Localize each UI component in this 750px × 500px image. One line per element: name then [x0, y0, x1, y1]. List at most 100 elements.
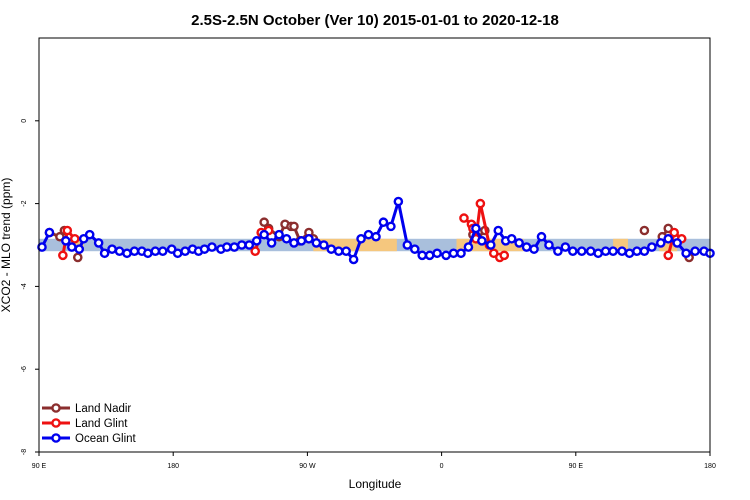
data-point: [499, 250, 510, 261]
data-point: [681, 248, 691, 259]
data-point: [448, 248, 459, 259]
y-tick-label: 0: [21, 119, 28, 123]
y-tick-label: -6: [21, 366, 28, 372]
data-point: [371, 231, 381, 242]
data-point: [477, 236, 487, 246]
data-point: [72, 252, 83, 263]
data-point: [114, 246, 125, 257]
data-point: [402, 240, 413, 250]
data-point: [393, 196, 404, 207]
data-point: [608, 246, 618, 257]
data-point: [486, 240, 496, 250]
data-point: [236, 240, 247, 250]
legend-marker: [51, 418, 61, 428]
data-point: [647, 242, 657, 252]
data-point: [58, 250, 68, 261]
data-point: [304, 233, 314, 244]
data-point: [632, 246, 642, 257]
x-tick-label: 180: [704, 463, 716, 470]
legend-label: Ocean Glint: [75, 433, 137, 445]
data-point: [281, 233, 292, 244]
data-point: [493, 225, 504, 236]
series-layer: [37, 196, 715, 265]
data-point: [409, 244, 420, 254]
legend-marker: [51, 403, 61, 413]
data-point: [506, 233, 517, 244]
data-point: [639, 225, 650, 236]
data-point: [639, 246, 650, 257]
legend-item: Land Nadir: [42, 403, 131, 415]
data-point: [44, 227, 55, 238]
data-point: [74, 244, 85, 254]
data-point: [475, 198, 486, 209]
data-point: [93, 238, 104, 248]
data-point: [150, 246, 161, 257]
data-point: [319, 240, 329, 250]
data-point: [521, 242, 532, 252]
y-tick-label: -2: [21, 200, 28, 206]
data-point: [663, 233, 674, 244]
x-axis-label: Longitude: [349, 477, 402, 491]
data-point: [536, 231, 547, 242]
x-tick-label: 90 W: [299, 463, 316, 470]
data-point: [229, 242, 240, 252]
data-point: [289, 221, 299, 232]
data-point: [143, 248, 153, 259]
x-tick-label: 90 E: [569, 463, 584, 470]
data-point: [471, 223, 481, 234]
data-point: [259, 229, 269, 240]
data-point: [432, 248, 442, 259]
data-point: [222, 242, 232, 252]
data-point: [250, 246, 261, 257]
data-point: [514, 238, 524, 248]
legend-label: Land Nadir: [75, 403, 131, 415]
data-point: [655, 238, 666, 248]
data-point: [529, 244, 539, 254]
data-point: [348, 254, 359, 265]
data-point: [341, 246, 351, 257]
data-point: [378, 217, 389, 228]
data-point: [107, 244, 117, 254]
y-axis: 0 -2 -4 -6 -8: [21, 119, 39, 455]
data-point: [244, 240, 255, 250]
data-point: [157, 246, 168, 257]
data-point: [62, 225, 73, 236]
data-point: [251, 236, 262, 246]
data-point: [61, 236, 71, 246]
legend-item: Land Glint: [42, 418, 128, 430]
y-tick-label: -4: [21, 283, 28, 289]
data-point: [576, 246, 587, 257]
data-point: [544, 240, 554, 250]
data-point: [553, 246, 563, 257]
y-axis-label: XCO2 - MLO trend (ppm): [0, 178, 13, 313]
data-point: [663, 250, 674, 261]
x-tick-label: 180: [167, 463, 179, 470]
legend-label: Land Glint: [75, 418, 128, 430]
data-point: [356, 233, 366, 244]
data-point: [417, 250, 428, 261]
data-point: [84, 229, 95, 240]
data-point: [172, 248, 183, 259]
data-point: [259, 217, 269, 228]
data-point: [441, 250, 451, 261]
data-point: [311, 238, 322, 248]
data-point: [296, 236, 307, 246]
data-point: [560, 242, 571, 252]
data-point: [37, 242, 47, 252]
data-point: [617, 246, 627, 257]
data-point: [672, 238, 682, 248]
legend-item: Ocean Glint: [42, 433, 137, 445]
data-point: [326, 244, 337, 254]
data-point: [459, 213, 469, 223]
data-point: [99, 248, 110, 259]
data-point: [363, 229, 374, 240]
data-point: [690, 246, 700, 257]
data-point: [424, 250, 435, 261]
data-point: [333, 246, 344, 257]
data-point: [568, 246, 578, 257]
data-point: [463, 242, 474, 252]
x-tick-label: 90 E: [32, 463, 47, 470]
data-point: [199, 244, 210, 254]
data-point: [386, 221, 396, 232]
